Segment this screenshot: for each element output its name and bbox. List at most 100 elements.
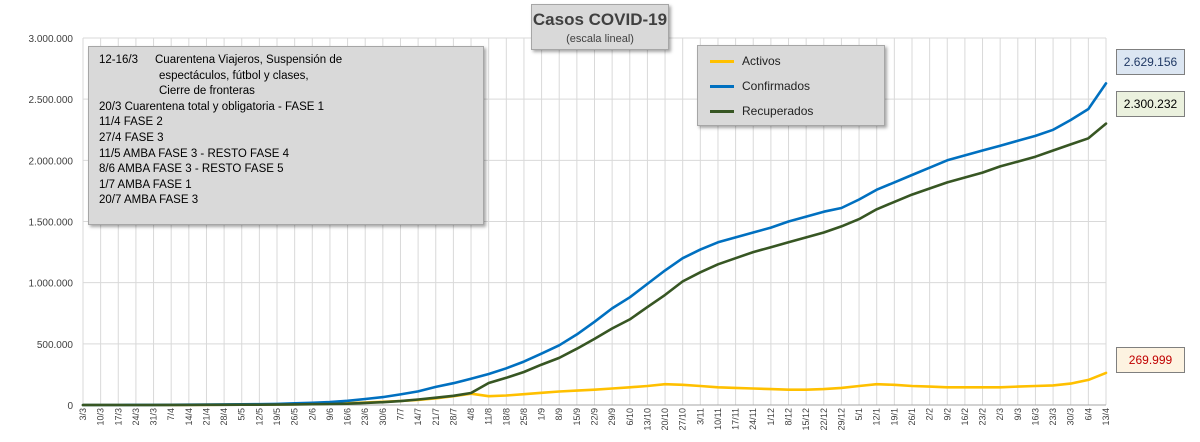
x-tick-label: 7/4 (166, 408, 176, 421)
x-tick-label: 27/10 (678, 408, 688, 431)
value-label-activos: 269.999 (1116, 347, 1185, 373)
x-tick-label: 2/2 (925, 408, 935, 421)
x-tick-label: 30/3 (1066, 408, 1076, 426)
phases-note-box: 12-16/3 Cuarentena Viajeros, Suspensión d… (88, 46, 484, 225)
x-tick-label: 18/8 (501, 408, 511, 426)
x-tick-label: 9/6 (325, 408, 335, 421)
x-tick-label: 8/9 (554, 408, 564, 421)
x-tick-label: 5/5 (237, 408, 247, 421)
x-tick-label: 9/2 (942, 408, 952, 421)
x-tick-label: 14/7 (413, 408, 423, 426)
x-tick-label: 11/8 (484, 408, 494, 425)
x-tick-label: 5/1 (854, 408, 864, 421)
x-tick-label: 9/3 (1013, 408, 1023, 421)
x-tick-label: 28/4 (219, 408, 229, 426)
x-tick-label: 22/9 (590, 408, 600, 426)
note-line: 20/3 Cuarentena total y obligatoria - FA… (99, 100, 483, 116)
note-text: 11/5 AMBA FASE 3 - RESTO FASE 4 (99, 147, 290, 160)
x-tick-label: 2/6 (307, 408, 317, 421)
x-tick-label: 12/1 (872, 408, 882, 426)
x-tick-label: 17/3 (113, 408, 123, 426)
note-text: 11/4 FASE 2 (99, 116, 163, 129)
y-tick-label: 1.500.000 (29, 218, 74, 229)
x-tick-label: 19/5 (272, 408, 282, 426)
y-tick-label: 3.000.000 (29, 34, 74, 45)
y-tick-label: 1.000.000 (29, 279, 74, 290)
note-line: 27/4 FASE 3 (99, 131, 483, 147)
chart-subtitle: (escala lineal) (566, 33, 634, 45)
phases-note-list: 12-16/3 Cuarentena Viajeros, Suspensión d… (99, 53, 483, 209)
x-tick-label: 23/2 (978, 408, 988, 426)
x-tick-label: 16/2 (960, 408, 970, 426)
x-tick-label: 16/6 (343, 408, 353, 426)
note-text: 1/7 AMBA FASE 1 (99, 178, 192, 191)
value-label-recuperados: 2.300.232 (1116, 91, 1185, 117)
note-text: 27/4 FASE 3 (99, 131, 164, 144)
note-continuation: espectáculos, fútbol y clases, (159, 69, 309, 82)
x-tick-label: 26/1 (907, 408, 917, 426)
x-tick-label: 6/4 (1083, 408, 1093, 421)
note-line: 11/4 FASE 2 (99, 115, 483, 131)
x-tick-label: 3/3 (78, 408, 88, 421)
x-tick-label: 1/9 (537, 408, 547, 421)
y-tick-label: 2.500.000 (29, 95, 74, 106)
note-text: Cuarentena Viajeros, Suspensión de (155, 54, 343, 66)
x-tick-label: 28/7 (448, 408, 458, 426)
legend-swatch-recuperados (710, 110, 734, 114)
x-tick-label: 29/9 (607, 408, 617, 426)
note-date: 12-16/3 (99, 54, 139, 66)
x-tick-label: 4/8 (466, 408, 476, 421)
x-tick-label: 26/5 (290, 408, 300, 426)
x-axis: 3/3 10/3 17/3 24/3 31/3 7/4 14/4 21/4 28/4 5/5 12/… (78, 404, 1111, 431)
x-tick-label: 12/5 (254, 408, 264, 426)
x-tick-label: 1/12 (766, 408, 776, 426)
x-tick-label: 15/9 (572, 408, 582, 426)
x-tick-label: 3/11 (695, 408, 705, 425)
note-line: 1/7 AMBA FASE 1 (99, 178, 483, 194)
legend-label-confirmados: Confirmados (742, 79, 811, 93)
legend-label-recuperados: Recuperados (742, 104, 814, 118)
legend-label-activos: Activos (742, 54, 781, 68)
x-tick-label: 14/4 (184, 408, 194, 426)
x-tick-label: 21/4 (201, 408, 211, 426)
legend-swatch-activos (710, 60, 734, 64)
x-tick-label: 24/11 (748, 408, 758, 430)
series-line-recuperados (81, 122, 1108, 407)
x-tick-label: 29/12 (836, 408, 846, 431)
x-tick-label: 8/12 (784, 408, 794, 426)
note-line: 8/6 AMBA FASE 3 - RESTO FASE 5 (99, 162, 483, 178)
y-tick-label: 2.000.000 (29, 156, 74, 167)
x-tick-label: 6/10 (625, 408, 635, 426)
x-tick-label: 23/3 (1048, 408, 1058, 426)
note-text: 20/3 Cuarentena total y obligatoria - FA… (99, 100, 325, 113)
note-line: 20/7 AMBA FASE 3 (99, 193, 483, 209)
x-tick-label: 19/1 (889, 408, 899, 426)
series-lines (81, 82, 1108, 407)
legend-swatch-confirmados (710, 85, 734, 89)
legend-item-recuperados: Recuperados (710, 104, 813, 118)
legend: Activos Confirmados Recuperados (697, 45, 885, 126)
y-tick-label: 0 (67, 401, 73, 412)
chart-title-box: Casos COVID-19 (escala lineal) (531, 4, 669, 50)
note-line: 11/5 AMBA FASE 3 - RESTO FASE 4 (99, 147, 483, 163)
note-continuation: Cierre de fronteras (159, 85, 255, 98)
x-tick-label: 10/11 (713, 408, 723, 430)
x-tick-label: 21/7 (431, 408, 441, 426)
chart-title: Casos COVID-19 (532, 10, 668, 29)
x-tick-label: 17/11 (731, 408, 741, 430)
x-tick-label: 30/6 (378, 408, 388, 426)
y-tick-label: 500.000 (37, 340, 74, 351)
note-line: 12-16/3 Cuarentena Viajeros, Suspensión d… (99, 53, 483, 69)
x-tick-label: 2/3 (995, 408, 1005, 421)
note-text: 8/6 AMBA FASE 3 - RESTO FASE 5 (99, 163, 284, 176)
legend-item-activos: Activos (710, 54, 781, 68)
x-tick-label: 23/6 (360, 408, 370, 426)
x-tick-label: 13/4 (1101, 408, 1111, 426)
x-tick-label: 16/3 (1030, 408, 1040, 426)
x-tick-label: 13/10 (642, 408, 652, 431)
x-tick-label: 31/3 (149, 408, 159, 426)
note-text: 20/7 AMBA FASE 3 (99, 194, 199, 207)
x-tick-label: 15/12 (801, 408, 811, 431)
y-axis: 0 500.000 1.000.000 1.500.000 2.000.000 2.500… (29, 34, 74, 412)
x-tick-label: 7/7 (395, 408, 405, 421)
